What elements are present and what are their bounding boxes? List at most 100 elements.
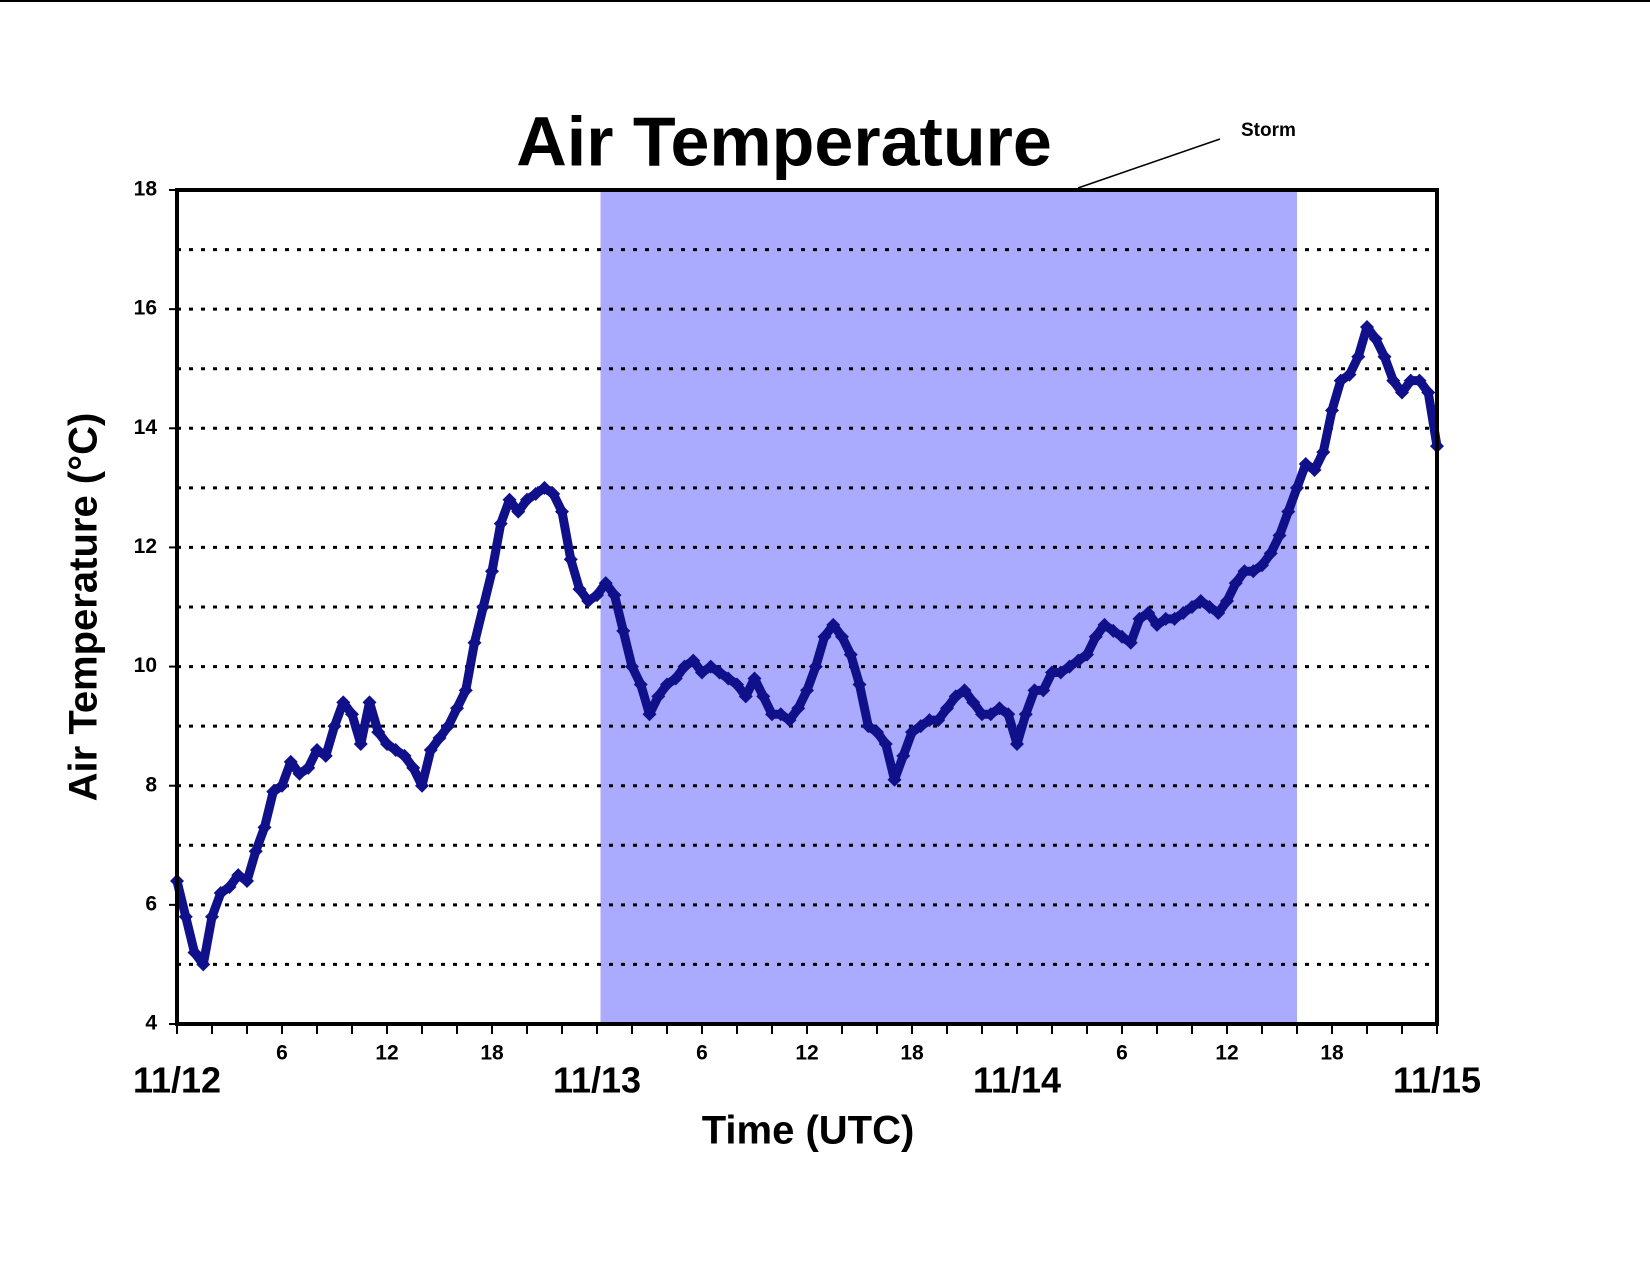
data-point <box>931 713 946 728</box>
data-point <box>1202 600 1217 614</box>
data-point <box>861 719 876 734</box>
data-point <box>432 731 447 746</box>
x-date-label: 11/12 <box>133 1060 221 1101</box>
data-point <box>1290 480 1304 495</box>
data-point <box>913 719 928 734</box>
data-point <box>843 647 858 662</box>
y-tick-label: 6 <box>145 892 157 915</box>
data-point <box>441 719 456 734</box>
data-point <box>1263 546 1278 561</box>
data-point <box>896 748 911 763</box>
data-point <box>598 576 613 591</box>
data-point <box>1386 373 1401 388</box>
x-date-label: 11/15 <box>1393 1060 1481 1101</box>
x-tick-label: 6 <box>696 1042 708 1065</box>
data-point <box>1001 707 1016 722</box>
data-point <box>1403 373 1418 388</box>
data-point <box>178 909 193 924</box>
data-point <box>336 695 351 710</box>
data-point <box>1421 385 1436 400</box>
data-point <box>642 707 657 722</box>
data-point <box>1193 594 1208 609</box>
data-point <box>590 588 604 603</box>
data-point <box>1150 617 1164 632</box>
y-tick-label: 8 <box>145 773 157 796</box>
x-date-label: 11/13 <box>553 1060 641 1101</box>
data-point <box>975 707 989 722</box>
y-tick-label: 16 <box>134 297 157 320</box>
data-point <box>1351 349 1366 364</box>
data-point <box>730 677 744 692</box>
data-point <box>546 486 561 501</box>
data-point <box>196 957 211 972</box>
data-point <box>397 748 412 763</box>
data-point <box>1307 462 1322 477</box>
data-point <box>738 689 753 704</box>
data-point <box>633 677 648 692</box>
data-point <box>1167 611 1182 626</box>
data-point <box>537 480 552 495</box>
data-point <box>1062 659 1077 674</box>
data-point <box>240 874 254 889</box>
data-point <box>660 677 674 692</box>
data-point <box>695 665 709 680</box>
data-point <box>625 659 639 674</box>
data-point <box>1053 665 1068 680</box>
data-point <box>983 707 998 722</box>
data-point <box>572 582 587 597</box>
data-point <box>528 486 543 501</box>
data-point <box>1018 707 1033 722</box>
data-point <box>1010 737 1024 752</box>
data-point <box>800 683 814 698</box>
data-point <box>607 588 622 603</box>
data-point <box>301 760 316 775</box>
data-point <box>808 659 823 674</box>
data-point <box>327 719 342 734</box>
data-point <box>1316 445 1331 460</box>
data-point <box>870 725 884 740</box>
data-point <box>310 742 324 757</box>
data-point <box>1220 594 1234 609</box>
data-point <box>651 689 666 704</box>
data-point <box>1228 576 1243 591</box>
data-point <box>511 504 526 519</box>
data-point <box>712 665 727 680</box>
data-point <box>677 659 692 674</box>
data-point <box>213 885 228 900</box>
data-point <box>563 552 578 567</box>
data-point <box>1325 403 1339 418</box>
data-point <box>922 713 937 728</box>
data-point <box>1185 600 1199 614</box>
data-point <box>668 671 683 686</box>
data-point <box>371 725 386 740</box>
data-point <box>948 689 963 704</box>
data-point <box>493 516 508 531</box>
data-point <box>345 707 359 722</box>
data-point <box>266 784 281 799</box>
x-tick-label: 18 <box>1320 1042 1344 1065</box>
data-point <box>423 742 438 757</box>
plot-frame <box>175 188 1439 1026</box>
data-point <box>1412 373 1427 388</box>
data-point <box>1132 611 1147 626</box>
y-tick-label: 4 <box>145 1012 157 1035</box>
data-point <box>782 713 797 728</box>
y-tick-label: 14 <box>134 416 158 439</box>
data-point <box>1377 349 1392 364</box>
data-point <box>1237 564 1252 579</box>
data-point <box>887 772 902 787</box>
data-point <box>467 635 482 650</box>
data-point <box>415 778 429 793</box>
data-point <box>1045 665 1059 680</box>
data-point <box>248 844 263 859</box>
data-point <box>756 689 771 704</box>
data-point <box>1141 605 1156 620</box>
data-point <box>318 748 333 763</box>
x-tick-label: 6 <box>1116 1042 1128 1065</box>
data-point <box>1342 367 1357 382</box>
data-point <box>1211 605 1226 620</box>
data-point <box>362 695 377 710</box>
data-point <box>1027 683 1042 698</box>
x-tick-label: 18 <box>480 1042 504 1065</box>
data-point <box>773 707 788 722</box>
